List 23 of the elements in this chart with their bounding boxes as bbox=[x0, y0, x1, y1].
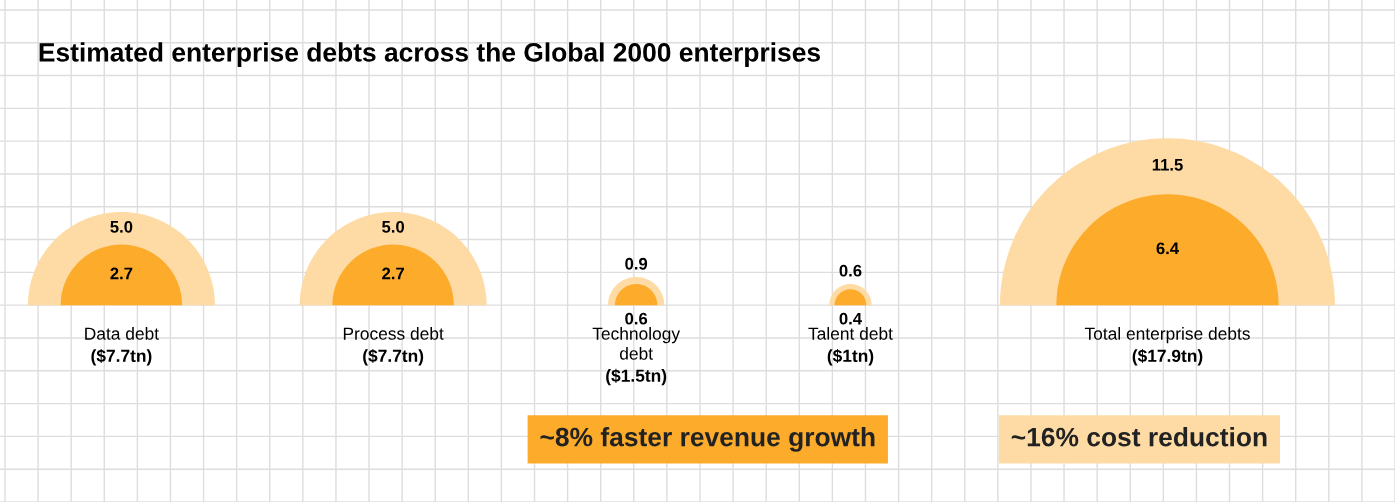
text: ($7.7tn) bbox=[91, 348, 152, 366]
text: ($1.5tn) bbox=[606, 368, 667, 386]
category-label: Data debt bbox=[85, 327, 159, 340]
text: ($1tn) bbox=[827, 348, 874, 366]
category-label: Process debt bbox=[343, 327, 444, 340]
data-label: 5.0 bbox=[110, 220, 133, 233]
data-label: 11.5 bbox=[1152, 159, 1183, 171]
data-label: 0.4 bbox=[839, 312, 862, 325]
data-label: 6.4 bbox=[1156, 242, 1179, 255]
data-label: 0.9 bbox=[625, 257, 648, 270]
text: Estimated enterprise debts across the Global 2000 enterprises bbox=[39, 42, 820, 67]
data-label: 0.6 bbox=[839, 264, 862, 277]
category-label: Technology debt bbox=[592, 327, 681, 360]
text: ($17.9tn) bbox=[1132, 348, 1203, 366]
text: ~16% cost reduction bbox=[1011, 427, 1267, 447]
data-label: 0.6 bbox=[625, 312, 648, 325]
data-label: 2.7 bbox=[382, 267, 404, 280]
text: ($7.7tn) bbox=[363, 348, 424, 366]
data-label: 2.7 bbox=[110, 267, 133, 280]
category-label: Total enterprise debts bbox=[1084, 327, 1250, 344]
category-label: Talent debt bbox=[808, 327, 893, 340]
text: ~8% faster revenue growth bbox=[540, 427, 875, 452]
data-label: 5.0 bbox=[382, 220, 405, 233]
